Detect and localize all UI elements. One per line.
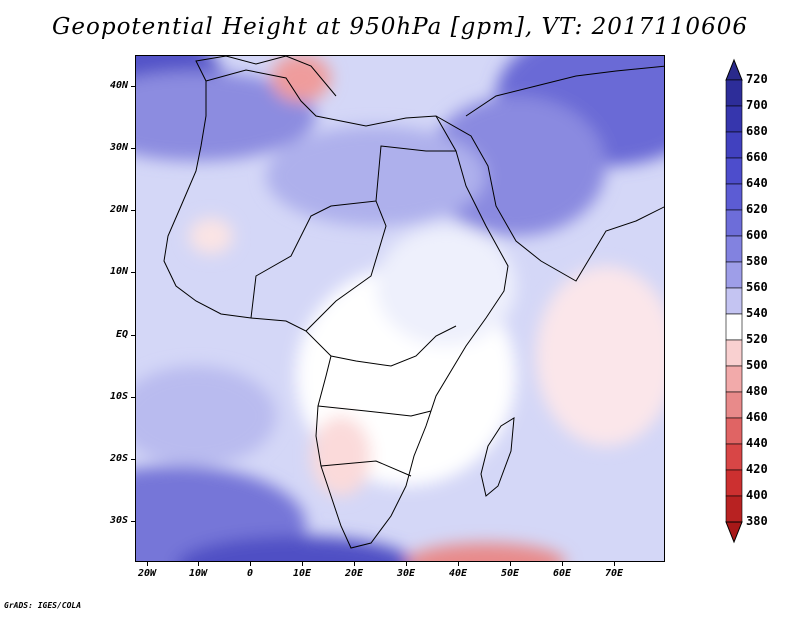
- colorbar-label: 660: [746, 150, 768, 164]
- map-svg: [136, 56, 664, 561]
- asia-coast: [465, 65, 664, 117]
- colorbar-cell: [725, 469, 743, 497]
- lon-label-10e: 10E: [292, 568, 312, 579]
- lat-tick: [131, 148, 135, 149]
- lat-tick: [131, 521, 135, 522]
- colorbar-label: 540: [746, 306, 768, 320]
- lat-tick: [131, 335, 135, 336]
- colorbar-label: 580: [746, 254, 768, 268]
- lon-tick: [354, 562, 355, 566]
- lat-label-10s: 10S: [109, 391, 128, 402]
- colorbar-cell: [725, 209, 743, 237]
- colorbar-label: 400: [746, 488, 768, 502]
- lat-tick: [131, 86, 135, 87]
- border-n-africa: [375, 145, 456, 202]
- lat-label-30n: 30N: [109, 142, 128, 153]
- colorbar-cell: [725, 131, 743, 159]
- lat-tick: [131, 459, 135, 460]
- colorbar-label: 420: [746, 462, 768, 476]
- europe-coast: [195, 56, 337, 97]
- field-w-sahara: [189, 218, 233, 254]
- colorbar-label: 720: [746, 72, 768, 86]
- arabia-coast: [435, 115, 664, 282]
- africa-outline: [163, 69, 509, 549]
- lat-tick: [131, 272, 135, 273]
- lon-tick: [510, 562, 511, 566]
- lat-tick: [131, 210, 135, 211]
- footer-credit: GrADS: IGES/COLA: [4, 601, 82, 610]
- colorbar-label: 600: [746, 228, 768, 242]
- lat-label-eq: EQ: [115, 329, 128, 340]
- lon-label-50e: 50E: [500, 568, 520, 579]
- colorbar-bottom-arrow: [725, 521, 743, 544]
- colorbar-cell: [725, 313, 743, 341]
- lat-label-30s: 30S: [109, 515, 128, 526]
- field-n-africa: [266, 126, 486, 226]
- colorbar-cell: [725, 105, 743, 133]
- field-indian-ocean: [536, 266, 664, 446]
- border-southern: [320, 460, 412, 477]
- lon-tick: [302, 562, 303, 566]
- field-nw-band: [136, 71, 316, 161]
- colorbar-label: 520: [746, 332, 768, 346]
- lon-tick: [614, 562, 615, 566]
- colorbar-cell: [725, 157, 743, 185]
- lon-label-0: 0: [246, 568, 254, 579]
- colorbar-label: 500: [746, 358, 768, 372]
- colorbar: [725, 58, 743, 544]
- colorbar-cell: [725, 495, 743, 523]
- colorbar-top-arrow: [725, 58, 743, 81]
- lon-tick: [147, 562, 148, 566]
- colorbar-cell: [725, 443, 743, 471]
- colorbar-label: 620: [746, 202, 768, 216]
- colorbar-cell: [725, 287, 743, 315]
- lat-label-20n: 20N: [109, 204, 128, 215]
- border-s-central: [317, 405, 432, 417]
- lon-label-60e: 60E: [552, 568, 572, 579]
- field-horn: [376, 226, 516, 346]
- colorbar-label: 480: [746, 384, 768, 398]
- lon-label-20w: 20W: [137, 568, 157, 579]
- colorbar-cell: [725, 261, 743, 289]
- field-s-atlantic-deep: [177, 536, 415, 561]
- lon-label-20e: 20E: [344, 568, 364, 579]
- border-w-africa: [250, 200, 387, 332]
- lat-label-40n: 40N: [109, 80, 128, 91]
- map-plot-area: [135, 55, 665, 562]
- lat-label-20s: 20S: [109, 453, 128, 464]
- lat-tick: [131, 397, 135, 398]
- lon-tick: [198, 562, 199, 566]
- field-med-low: [271, 56, 331, 102]
- lon-label-70e: 70E: [604, 568, 624, 579]
- colorbar-label: 680: [746, 124, 768, 138]
- lon-tick: [406, 562, 407, 566]
- lon-label-40e: 40E: [448, 568, 468, 579]
- colorbar-cell: [725, 391, 743, 419]
- field-namibia: [311, 416, 371, 496]
- colorbar-label: 380: [746, 514, 768, 528]
- colorbar-label: 460: [746, 410, 768, 424]
- coastlines: [163, 56, 664, 549]
- lon-tick: [250, 562, 251, 566]
- colorbar-label: 560: [746, 280, 768, 294]
- border-central: [330, 325, 457, 367]
- chart-title: Geopotential Height at 950hPa [gpm], VT:…: [52, 14, 748, 40]
- colorbar-cell: [725, 417, 743, 445]
- madagascar: [480, 417, 515, 497]
- colorbar-label: 440: [746, 436, 768, 450]
- lon-tick: [458, 562, 459, 566]
- colorbar-label: 640: [746, 176, 768, 190]
- colorbar-cell: [725, 235, 743, 263]
- lat-label-10n: 10N: [109, 266, 128, 277]
- colorbar-cell: [725, 365, 743, 393]
- lon-label-10w: 10W: [188, 568, 208, 579]
- colorbar-cell: [725, 339, 743, 367]
- colorbar-cell: [725, 79, 743, 107]
- field-s-indian-low: [406, 543, 566, 561]
- colorbar-cell: [725, 183, 743, 211]
- colorbar-label: 700: [746, 98, 768, 112]
- lon-label-30e: 30E: [396, 568, 416, 579]
- field-atlantic-mid: [136, 366, 276, 466]
- lon-tick: [562, 562, 563, 566]
